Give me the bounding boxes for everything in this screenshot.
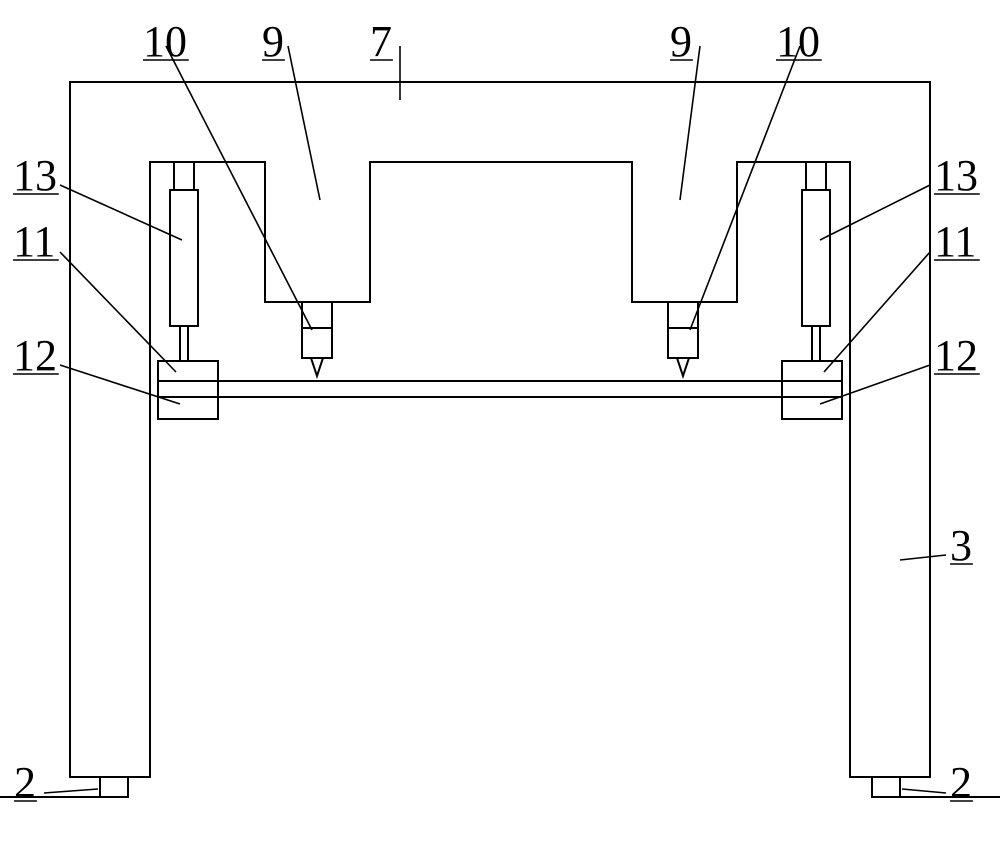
- tool-right-tip: [677, 358, 689, 376]
- tool-left-neck: [302, 302, 332, 358]
- actuator-right-cylinder: [802, 190, 830, 326]
- label-12a: 12: [13, 331, 57, 380]
- label-11b: 11: [934, 217, 976, 266]
- clamp-right: [782, 361, 842, 419]
- label-12b: 12: [934, 331, 978, 380]
- right-foot: [872, 777, 900, 797]
- leader-2b: [902, 789, 946, 793]
- label-2b: 2: [950, 758, 972, 807]
- tool-right-body: [632, 162, 737, 302]
- left-leg: [70, 162, 150, 777]
- tool-left-tip: [311, 358, 323, 376]
- label-10b: 10: [776, 17, 820, 66]
- workpiece-plate: [218, 381, 782, 397]
- leader-2a: [44, 789, 98, 793]
- left-foot: [100, 777, 128, 797]
- right-leg: [850, 162, 930, 777]
- label-2a: 2: [14, 758, 36, 807]
- label-7: 7: [370, 17, 392, 66]
- label-13a: 13: [13, 151, 57, 200]
- label-9b: 9: [670, 17, 692, 66]
- label-10a: 10: [143, 17, 187, 66]
- label-3: 3: [950, 521, 972, 570]
- clamp-left: [158, 361, 218, 419]
- actuator-left-cylinder: [170, 190, 198, 326]
- diagram-canvas: 3 7 9 9 10 10 13 13 11 11 12 12 2 2: [0, 0, 1000, 844]
- label-13b: 13: [934, 151, 978, 200]
- top-beam: [70, 82, 930, 162]
- label-11a: 11: [13, 217, 55, 266]
- label-9a: 9: [262, 17, 284, 66]
- tool-left-body: [265, 162, 370, 302]
- tool-right-neck: [668, 302, 698, 358]
